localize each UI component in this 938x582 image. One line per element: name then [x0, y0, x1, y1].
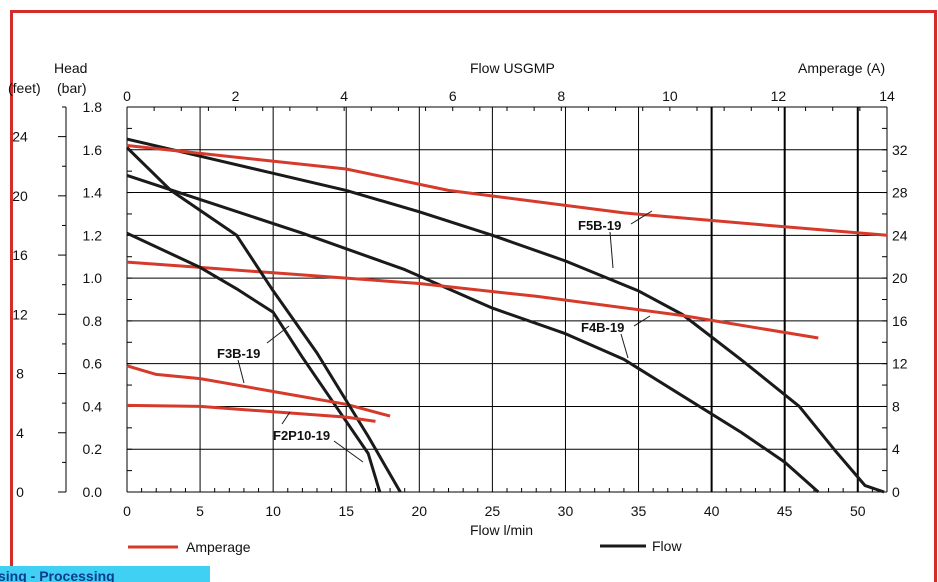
x-top-tick-label: 2 — [232, 88, 240, 104]
feet-tick-label: 24 — [12, 129, 28, 145]
x-top-tick-label: 14 — [879, 88, 895, 104]
feet-tick-label: 20 — [12, 188, 28, 204]
f3b-leader-2 — [237, 359, 245, 384]
f2p10-19-label: F2P10-19 — [273, 428, 330, 443]
bar-tick-label: 1.4 — [83, 185, 103, 201]
f2p10-leader-2 — [333, 440, 364, 463]
amp-tick-label: 32 — [892, 142, 908, 158]
f5b-leader — [630, 210, 653, 225]
x-bottom-tick-label: 0 — [123, 503, 131, 519]
bar-tick-label: 0.4 — [83, 398, 103, 414]
processing-banner-text: sing - Processing — [0, 568, 115, 582]
f2p10-leader — [281, 411, 291, 425]
x-top-tick-label: 4 — [340, 88, 348, 104]
bar-axis-label: (bar) — [57, 80, 87, 96]
f4b-leader — [633, 315, 651, 327]
bar-tick-label: 0.0 — [83, 484, 103, 500]
bar-tick-label: 1.2 — [83, 227, 103, 243]
feet-axis-label: (feet) — [8, 80, 41, 96]
x-bottom-tick-label: 30 — [558, 503, 574, 519]
f3b-19-amperage-line — [126, 364, 391, 418]
x-bottom-tick-label: 40 — [704, 503, 720, 519]
x-bottom-tick-label: 35 — [631, 503, 647, 519]
legend: Amperage Flow — [128, 538, 682, 555]
x-top-tick-label: 10 — [662, 88, 678, 104]
x-top-tick-label: 0 — [123, 88, 131, 104]
axes — [58, 106, 888, 493]
amp-tick-label: 20 — [892, 270, 908, 286]
model-labels: F5B-19 F4B-19 F3B-19 F2P10-19 — [217, 210, 653, 463]
chart-border — [10, 10, 937, 582]
amp-tick-label: 0 — [892, 484, 900, 500]
amp-tick-label: 16 — [892, 313, 908, 329]
bar-tick-label: 0.8 — [83, 313, 103, 329]
top-axis-title: Flow USGMP — [470, 60, 555, 76]
x-top-tick-label: 6 — [449, 88, 457, 104]
f2p10-19-flow-line — [125, 146, 402, 493]
f3b-19-flow-line — [126, 231, 382, 493]
bottom-axis-title: Flow l/min — [470, 522, 533, 538]
x-bottom-tick-label: 10 — [265, 503, 281, 519]
feet-tick-label: 8 — [16, 366, 24, 382]
amp-tick-label: 8 — [892, 398, 900, 414]
f5b-19-flow-line — [126, 137, 885, 494]
amp-tick-label: 24 — [892, 227, 908, 243]
x-bottom-tick-label: 15 — [338, 503, 354, 519]
grid — [127, 106, 887, 492]
amp-tick-label: 4 — [892, 441, 900, 457]
legend-flow-label: Flow — [652, 538, 682, 554]
legend-amperage-label: Amperage — [186, 539, 251, 555]
right-axis-title: Amperage (A) — [798, 60, 885, 76]
f2p10-19-amperage-line — [126, 403, 376, 423]
x-bottom-tick-label: 45 — [777, 503, 793, 519]
x-bottom-tick-label: 20 — [412, 503, 428, 519]
bar-tick-label: 0.6 — [83, 356, 103, 372]
f5b-19-label: F5B-19 — [578, 218, 621, 233]
feet-tick-label: 0 — [16, 484, 24, 500]
f5b-leader-2 — [609, 231, 614, 269]
x-bottom-tick-label: 25 — [485, 503, 501, 519]
feet-tick-label: 4 — [16, 425, 24, 441]
f4b-leader-2 — [620, 333, 629, 359]
x-top-tick-label: 12 — [771, 88, 787, 104]
f3b-19-label: F3B-19 — [217, 346, 260, 361]
f3b-leader — [266, 325, 290, 344]
tick-labels: 0.00.20.40.60.81.01.21.41.61.80481216202… — [12, 88, 908, 519]
x-top-tick-label: 8 — [557, 88, 565, 104]
bar-tick-label: 0.2 — [83, 441, 103, 457]
feet-tick-label: 12 — [12, 306, 28, 322]
amp-tick-label: 12 — [892, 356, 908, 372]
bar-tick-label: 1.0 — [83, 270, 103, 286]
f4b-19-label: F4B-19 — [581, 320, 624, 335]
x-bottom-tick-label: 5 — [196, 503, 204, 519]
amp-tick-label: 28 — [892, 185, 908, 201]
bar-tick-label: 1.8 — [83, 99, 103, 115]
head-axis-title: Head — [54, 60, 87, 76]
bar-tick-label: 1.6 — [83, 142, 103, 158]
feet-tick-label: 16 — [12, 247, 28, 263]
f4b-19-flow-line — [126, 173, 820, 494]
processing-banner: sing - Processing — [0, 566, 210, 582]
series — [125, 137, 888, 494]
x-bottom-tick-label: 50 — [850, 503, 866, 519]
f5b-19-amperage-line — [126, 144, 888, 237]
